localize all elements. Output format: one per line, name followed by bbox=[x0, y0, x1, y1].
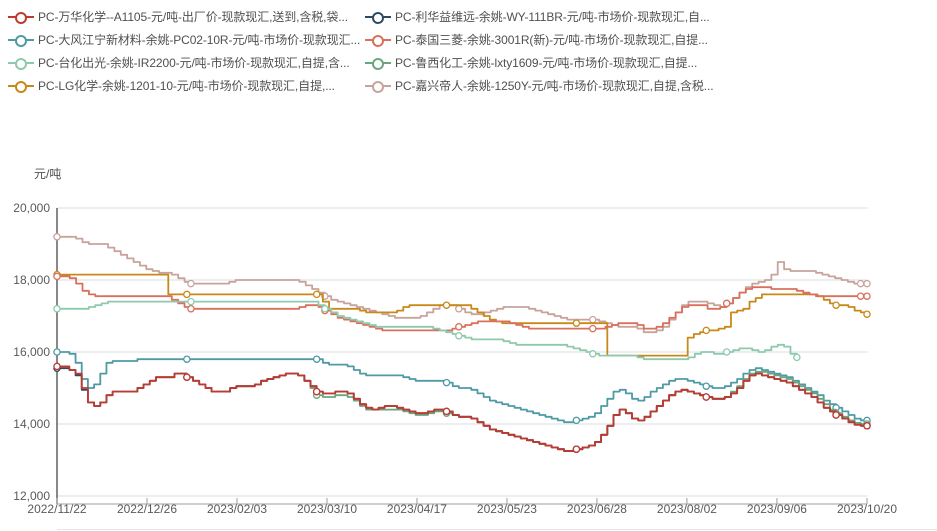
legend-marker-icon bbox=[365, 57, 391, 70]
y-axis-tick-labels: 20,000 18,000 16,000 14,000 12,000 bbox=[0, 0, 50, 531]
series-marker bbox=[321, 305, 329, 313]
legend-item-label: PC-利华益维远-余姚-WY-111BR-元/吨-市场价-现款现汇,自... bbox=[395, 10, 710, 24]
series-marker bbox=[183, 290, 191, 299]
x-axis-tick-label: 2023/08/02 bbox=[656, 502, 717, 516]
x-axis-tick-label: 2023/10/20 bbox=[836, 502, 898, 516]
legend-item[interactable]: PC-大风江宁新材料-余姚-PC02-10R-元/吨-市场价-现款现汇... bbox=[8, 31, 360, 49]
chart-legend: PC-万华化学--A1105-元/吨-出厂价-现款现汇,送到,含税,袋... PC… bbox=[0, 0, 937, 100]
footer-rule bbox=[57, 529, 937, 530]
series-marker bbox=[187, 305, 195, 313]
x-axis-tick-label: 2023/02/03 bbox=[206, 502, 267, 516]
legend-item[interactable]: PC-嘉兴帝人-余姚-1250Y-元/吨-市场价-现款现汇,自提,含税... bbox=[365, 77, 714, 95]
series-marker bbox=[442, 301, 451, 309]
legend-item[interactable]: PC-万华化学--A1105-元/吨-出厂价-现款现汇,送到,含税,袋... bbox=[8, 8, 348, 26]
legend-marker-icon bbox=[8, 57, 34, 70]
series-marker bbox=[312, 387, 321, 396]
series-marker bbox=[312, 290, 321, 299]
y-axis-unit-label: 元/吨 bbox=[34, 167, 62, 181]
legend-item[interactable]: PC-台化出光-余姚-IR2200-元/吨-市场价-现款现汇,自提,含... bbox=[8, 54, 350, 72]
series-marker bbox=[187, 297, 195, 306]
series-endpoint-marker bbox=[863, 279, 871, 288]
series-marker bbox=[53, 362, 61, 371]
series-marker bbox=[53, 233, 61, 241]
legend-marker-icon bbox=[365, 80, 391, 93]
series-marker bbox=[702, 326, 710, 335]
series-line bbox=[53, 362, 871, 453]
series-endpoint-marker bbox=[793, 353, 801, 362]
y-axis-tick-label: 12,000 bbox=[13, 489, 50, 503]
legend-item[interactable]: PC-LG化学-余姚-1201-10-元/吨-市场价-现款现汇,自提,... bbox=[8, 77, 335, 95]
series-marker bbox=[832, 411, 840, 419]
series-marker bbox=[187, 279, 195, 288]
series-marker bbox=[702, 382, 710, 390]
x-axis-tick-label: 2023/06/28 bbox=[566, 502, 627, 516]
legend-item-label: PC-台化出光-余姚-IR2200-元/吨-市场价-现款现汇,自提,含... bbox=[38, 56, 350, 70]
series-marker bbox=[455, 323, 463, 331]
legend-marker-icon bbox=[8, 34, 34, 47]
series-marker bbox=[183, 373, 191, 381]
series-endpoint-marker bbox=[863, 422, 871, 430]
legend-marker-icon bbox=[365, 11, 391, 24]
legend-item[interactable]: PC-利华益维远-余姚-WY-111BR-元/吨-市场价-现款现汇,自... bbox=[365, 8, 710, 26]
x-axis-tick-label: 2023/09/06 bbox=[746, 502, 807, 516]
series-marker bbox=[702, 393, 710, 401]
series-endpoint-marker bbox=[863, 310, 871, 318]
x-axis-tick-label: 2023/05/23 bbox=[476, 502, 537, 516]
x-axis-tick-label: 2022/12/26 bbox=[116, 502, 178, 516]
y-axis-tick-label: 16,000 bbox=[13, 345, 50, 359]
series-path bbox=[56, 365, 868, 452]
series-line bbox=[53, 297, 801, 362]
series-marker bbox=[442, 407, 451, 416]
series-marker bbox=[455, 332, 463, 340]
series-marker bbox=[183, 355, 191, 363]
legend-item[interactable]: PC-鲁西化工-余姚-lxty1609-元/吨-市场价-现款现汇,自提... bbox=[365, 54, 697, 72]
series-endpoint-marker bbox=[863, 292, 871, 300]
series-marker bbox=[589, 324, 597, 333]
series-path bbox=[56, 273, 868, 357]
series-marker bbox=[572, 445, 581, 453]
legend-item-label: PC-泰国三菱-余姚-3001R(新)-元/吨-市场价-现款现汇,自提... bbox=[395, 33, 708, 47]
series-marker bbox=[722, 299, 731, 308]
legend-marker-icon bbox=[8, 11, 34, 24]
x-axis-tick-label: 2023/04/17 bbox=[386, 502, 447, 516]
legend-item-label: PC-鲁西化工-余姚-lxty1609-元/吨-市场价-现款现汇,自提... bbox=[395, 56, 698, 70]
legend-item-label: PC-嘉兴帝人-余姚-1250Y-元/吨-市场价-现款现汇,自提,含税... bbox=[395, 79, 714, 93]
y-axis-tick-label: 20,000 bbox=[13, 201, 50, 215]
legend-marker-icon bbox=[365, 34, 391, 47]
series-marker bbox=[589, 350, 597, 358]
legend-item-label: PC-大风江宁新材料-余姚-PC02-10R-元/吨-市场价-现款现汇... bbox=[38, 33, 361, 47]
x-axis-tick-label: 2023/03/10 bbox=[296, 502, 357, 516]
series-marker bbox=[442, 378, 451, 387]
x-axis-tick-label: 2022/11/22 bbox=[27, 502, 87, 516]
legend-item-label: PC-LG化学-余姚-1201-10-元/吨-市场价-现款现汇,自提,... bbox=[38, 79, 335, 93]
series-marker bbox=[722, 348, 731, 356]
series-marker bbox=[572, 319, 581, 327]
series-marker bbox=[572, 416, 581, 425]
series-marker bbox=[53, 272, 61, 281]
legend-item-label: PC-万华化学--A1105-元/吨-出厂价-现款现汇,送到,含税,袋... bbox=[38, 10, 348, 24]
series-path bbox=[56, 351, 868, 424]
y-axis-tick-label: 18,000 bbox=[13, 273, 50, 287]
series-marker bbox=[312, 355, 321, 363]
series-line bbox=[53, 272, 871, 333]
series-marker bbox=[832, 301, 840, 309]
y-axis-tick-label: 14,000 bbox=[13, 417, 50, 431]
legend-item[interactable]: PC-泰国三菱-余姚-3001R(新)-元/吨-市场价-现款现汇,自提... bbox=[365, 31, 708, 49]
series-marker bbox=[53, 348, 61, 356]
legend-marker-icon bbox=[8, 80, 34, 93]
series-marker bbox=[53, 305, 61, 313]
